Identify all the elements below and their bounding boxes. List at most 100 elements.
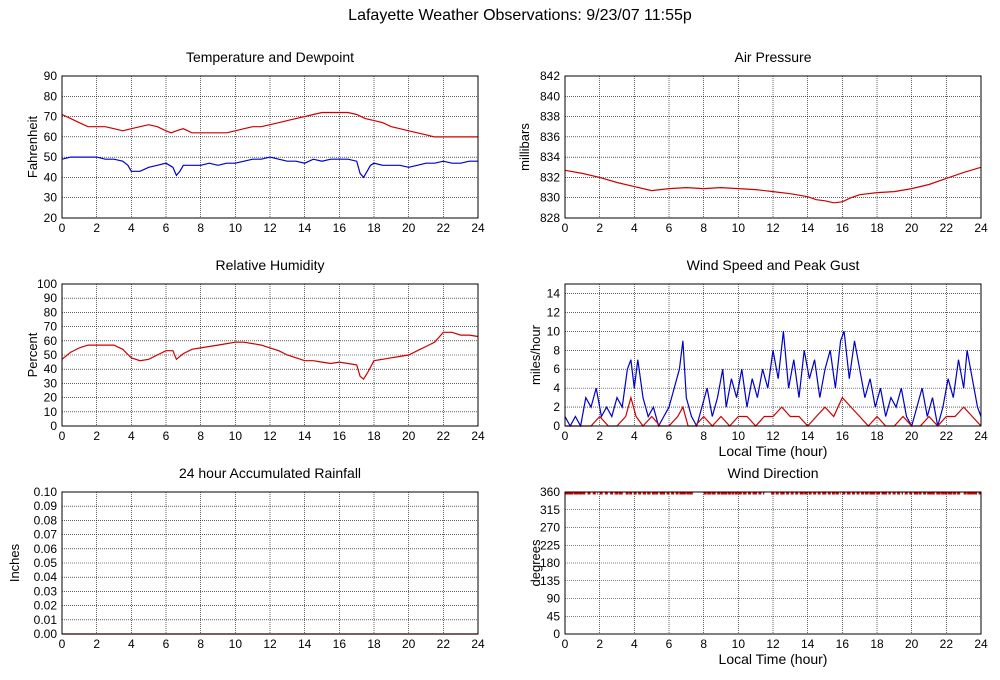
series-group bbox=[565, 331, 981, 427]
y-tick-label: 10 bbox=[547, 324, 561, 338]
x-tick-label: 14 bbox=[801, 429, 815, 443]
x-tick-label: 16 bbox=[333, 221, 347, 235]
x-tick-label: 18 bbox=[367, 429, 381, 443]
x-tick-label: 10 bbox=[732, 221, 746, 235]
plot-frame bbox=[61, 491, 479, 635]
x-tick-label: 2 bbox=[93, 221, 100, 235]
x-tick-label: 10 bbox=[732, 637, 746, 651]
y-tick-label: 100 bbox=[37, 277, 57, 291]
x-tick-label: 14 bbox=[298, 429, 312, 443]
x-tick-label: 8 bbox=[700, 221, 707, 235]
y-tick-label: 0.05 bbox=[34, 556, 58, 570]
y-axis-label: degrees bbox=[528, 539, 543, 586]
x-tick-label: 2 bbox=[596, 221, 603, 235]
chart-title: Wind Direction bbox=[727, 465, 818, 481]
x-tick-label: 0 bbox=[562, 221, 569, 235]
y-tick-label: 90 bbox=[44, 291, 58, 305]
series-line-0 bbox=[565, 166, 981, 204]
y-tick-label: 50 bbox=[44, 348, 58, 362]
y-tick-label: 135 bbox=[540, 574, 560, 588]
x-tick-label: 4 bbox=[128, 221, 135, 235]
x-tick-label: 8 bbox=[197, 637, 204, 651]
y-tick-label: 20 bbox=[44, 391, 58, 405]
x-tick-label: 8 bbox=[197, 221, 204, 235]
y-tick-label: 80 bbox=[44, 305, 58, 319]
x-tick-label: 2 bbox=[596, 637, 603, 651]
plot-frame bbox=[564, 283, 982, 427]
y-tick-label: 0.10 bbox=[34, 485, 58, 499]
x-tick-label: 4 bbox=[128, 429, 135, 443]
y-tick-label: 30 bbox=[44, 191, 58, 205]
x-tick-label: 4 bbox=[128, 637, 135, 651]
x-tick-label: 20 bbox=[905, 221, 919, 235]
y-tick-label: 70 bbox=[44, 320, 58, 334]
y-tick-label: 4 bbox=[553, 381, 560, 395]
y-tick-label: 834 bbox=[540, 150, 560, 164]
x-tick-label: 24 bbox=[974, 637, 988, 651]
y-tick-label: 40 bbox=[44, 362, 58, 376]
x-tick-label: 14 bbox=[801, 221, 815, 235]
y-tick-label: 30 bbox=[44, 376, 58, 390]
x-tick-label: 18 bbox=[870, 637, 884, 651]
x-tick-label: 12 bbox=[766, 221, 780, 235]
y-axis-label: Percent bbox=[25, 332, 40, 377]
chart-humidity: 0 2 4 6 8 10 12 14 16 18 20 22 240102030405060708090… bbox=[25, 257, 485, 443]
chart-title: 24 hour Accumulated Rainfall bbox=[179, 465, 361, 481]
y-tick-label: 0.04 bbox=[34, 570, 58, 584]
y-tick-label: 836 bbox=[540, 130, 560, 144]
y-axis-label: Inches bbox=[7, 543, 22, 582]
y-tick-label: 40 bbox=[44, 170, 58, 184]
x-tick-label: 10 bbox=[229, 221, 243, 235]
x-tick-label: 6 bbox=[666, 637, 673, 651]
y-tick-label: 838 bbox=[540, 110, 560, 124]
chart-title: Relative Humidity bbox=[216, 257, 325, 273]
chart-title: Wind Speed and Peak Gust bbox=[687, 257, 860, 273]
x-tick-label: 18 bbox=[367, 221, 381, 235]
x-tick-label: 2 bbox=[93, 637, 100, 651]
x-tick-label: 14 bbox=[298, 221, 312, 235]
x-tick-label: 24 bbox=[471, 637, 485, 651]
plot-frame bbox=[61, 75, 479, 219]
y-tick-label: 0.01 bbox=[34, 613, 58, 627]
y-tick-label: 6 bbox=[553, 362, 560, 376]
x-tick-label: 16 bbox=[836, 221, 850, 235]
y-tick-label: 0.06 bbox=[34, 542, 58, 556]
y-tick-label: 0.09 bbox=[34, 499, 58, 513]
y-tick-label: 12 bbox=[547, 305, 561, 319]
y-tick-label: 0 bbox=[553, 419, 560, 433]
y-tick-label: 842 bbox=[540, 69, 560, 83]
series-group bbox=[565, 491, 981, 495]
x-tick-label: 18 bbox=[870, 221, 884, 235]
y-tick-label: 10 bbox=[44, 405, 58, 419]
series-group bbox=[62, 331, 478, 380]
y-tick-label: 0.07 bbox=[34, 528, 58, 542]
series-line-1 bbox=[62, 156, 478, 179]
y-tick-label: 20 bbox=[44, 211, 58, 225]
y-tick-label: 90 bbox=[44, 69, 58, 83]
y-tick-label: 0.03 bbox=[34, 584, 58, 598]
x-tick-label: 10 bbox=[229, 429, 243, 443]
y-tick-label: 360 bbox=[540, 485, 560, 499]
y-tick-label: 60 bbox=[44, 334, 58, 348]
y-tick-label: 225 bbox=[540, 538, 560, 552]
y-tick-label: 90 bbox=[547, 592, 561, 606]
x-axis-label: Local Time (hour) bbox=[719, 443, 828, 459]
x-tick-label: 0 bbox=[59, 221, 66, 235]
y-axis-label: miles/hour bbox=[528, 324, 543, 385]
x-tick-label: 22 bbox=[940, 429, 954, 443]
x-tick-label: 22 bbox=[437, 637, 451, 651]
y-tick-label: 830 bbox=[540, 191, 560, 205]
x-tick-label: 16 bbox=[333, 637, 347, 651]
y-tick-label: 0 bbox=[50, 419, 57, 433]
x-tick-label: 0 bbox=[562, 637, 569, 651]
y-tick-label: 14 bbox=[547, 286, 561, 300]
y-tick-label: 315 bbox=[540, 503, 560, 517]
series-group bbox=[565, 166, 981, 204]
x-tick-label: 24 bbox=[974, 221, 988, 235]
x-tick-label: 2 bbox=[93, 429, 100, 443]
plot-frame bbox=[564, 491, 982, 635]
x-tick-label: 20 bbox=[905, 429, 919, 443]
series-line-1 bbox=[565, 395, 981, 427]
